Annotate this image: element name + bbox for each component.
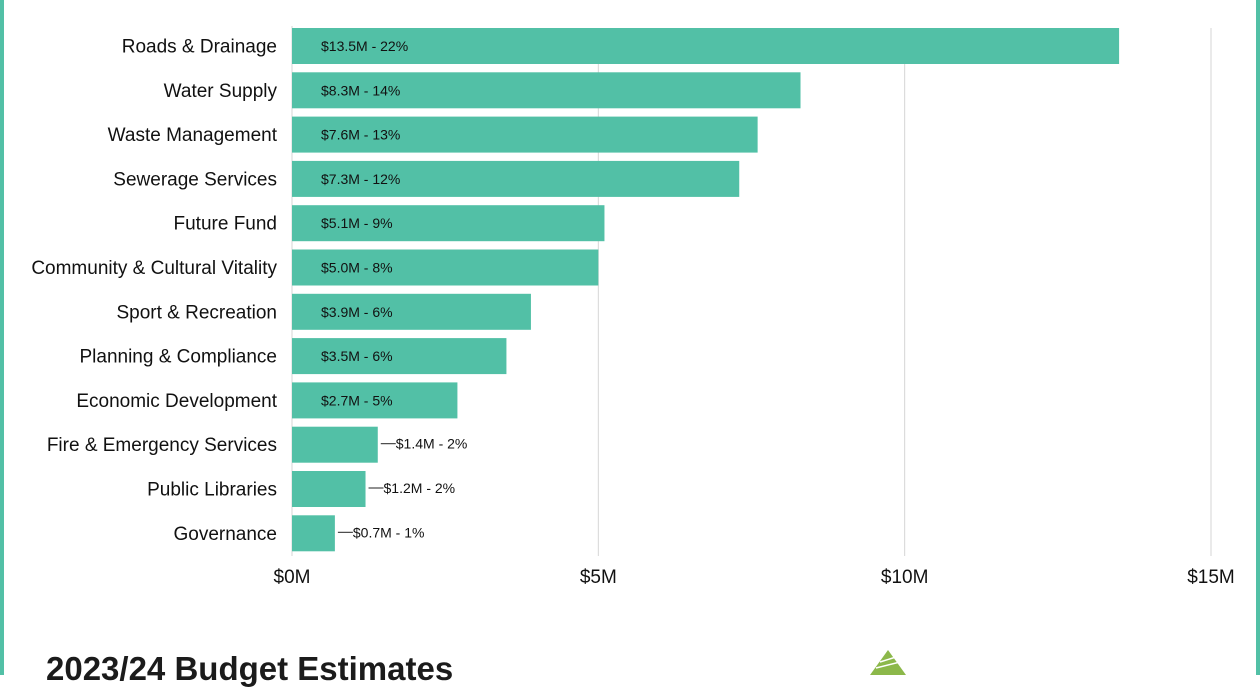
data-label: $3.5M - 6%: [321, 348, 393, 364]
category-label: Future Fund: [174, 214, 278, 235]
bar: [292, 249, 599, 286]
data-label: $0.7M - 1%: [353, 524, 425, 540]
category-label: Water Supply: [164, 81, 278, 102]
category-label: Governance: [173, 524, 277, 545]
page-title: 2023/24 Budget Estimates: [46, 650, 454, 687]
data-label: $13.5M - 22%: [321, 38, 408, 54]
gridlines: [291, 26, 1212, 556]
category-label: Sewerage Services: [113, 169, 277, 190]
x-tick-label: $15M: [1187, 567, 1235, 588]
category-label: Sport & Recreation: [116, 302, 277, 323]
bar: [292, 471, 366, 507]
bar: [292, 72, 801, 109]
data-label: $3.9M - 6%: [321, 304, 393, 320]
data-label: $5.1M - 9%: [321, 215, 393, 231]
category-label: Planning & Compliance: [79, 347, 277, 368]
data-label: $5.0M - 8%: [321, 260, 393, 276]
bar: [292, 293, 531, 330]
bar: [292, 515, 335, 552]
category-label: Waste Management: [108, 125, 278, 146]
category-label: Community & Cultural Vitality: [31, 258, 277, 279]
x-tick-label: $10M: [881, 567, 929, 588]
x-tick-label: $5M: [580, 567, 617, 588]
bar: [292, 116, 758, 153]
category-label: Public Libraries: [147, 480, 277, 501]
data-label: $1.4M - 2%: [396, 436, 468, 452]
category-label: Economic Development: [76, 391, 277, 412]
bar: [292, 28, 1120, 64]
bars: $13.5M - 22% $8.3M - 14% $7.6M - 13% $7.3M …: [292, 28, 1120, 552]
category-label: Roads & Drainage: [122, 37, 277, 58]
bar: [292, 338, 507, 375]
x-axis-ticks: $0M $5M $10M $15M: [274, 567, 1235, 588]
bar: [292, 426, 378, 463]
category-labels: Roads & Drainage Water Supply Waste Manage…: [31, 37, 277, 545]
x-tick-label: $0M: [274, 567, 311, 588]
data-label: $2.7M - 5%: [321, 392, 393, 408]
data-label: $7.6M - 13%: [321, 127, 400, 143]
bar: [292, 205, 605, 242]
data-label: $1.2M - 2%: [384, 480, 456, 496]
budget-bar-chart: $13.5M - 22% $8.3M - 14% $7.6M - 13% $7.3M …: [31, 26, 1235, 588]
data-label: $7.3M - 12%: [321, 171, 400, 187]
bar: [292, 160, 740, 197]
data-label: $8.3M - 14%: [321, 82, 400, 98]
category-label: Fire & Emergency Services: [47, 435, 277, 456]
bar: [292, 382, 458, 419]
tree-logo-icon: [870, 650, 906, 675]
